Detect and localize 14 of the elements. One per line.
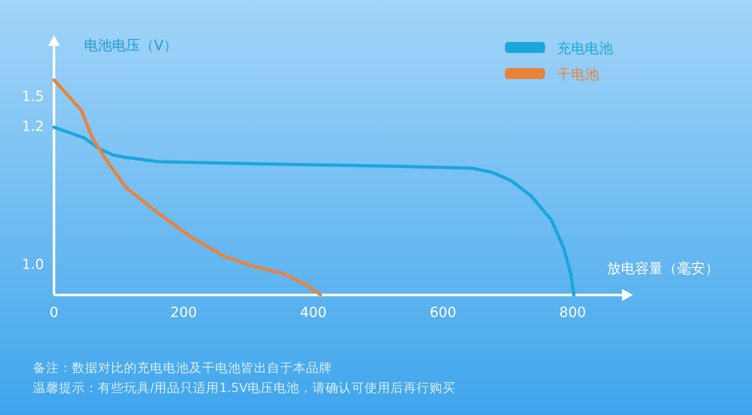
text: 1.5 (22, 89, 44, 105)
x-tick-label: 200 (170, 305, 198, 321)
x-tick-label: 400 (300, 305, 327, 321)
x-tick-label: 0 (50, 305, 58, 321)
legend-label: 充电电池 (557, 41, 613, 57)
y-axis-title: 电池电压（V） (84, 38, 178, 54)
text: 1.0 (22, 257, 44, 273)
text: 备注：数据对比的充电电池及干电池皆出自于本品牌 (33, 360, 332, 375)
x-tick-label: 600 (430, 305, 456, 321)
text: 1.2 (22, 119, 44, 135)
legend-label: 干电池 (557, 67, 599, 83)
text: 温馨提示：有些玩具/用品只适用1.5V电压电池，请确认可使用后再行购买 (33, 380, 456, 395)
x-axis-title: 放电容量（毫安） (607, 261, 719, 277)
x-tick-label: 800 (559, 305, 586, 321)
